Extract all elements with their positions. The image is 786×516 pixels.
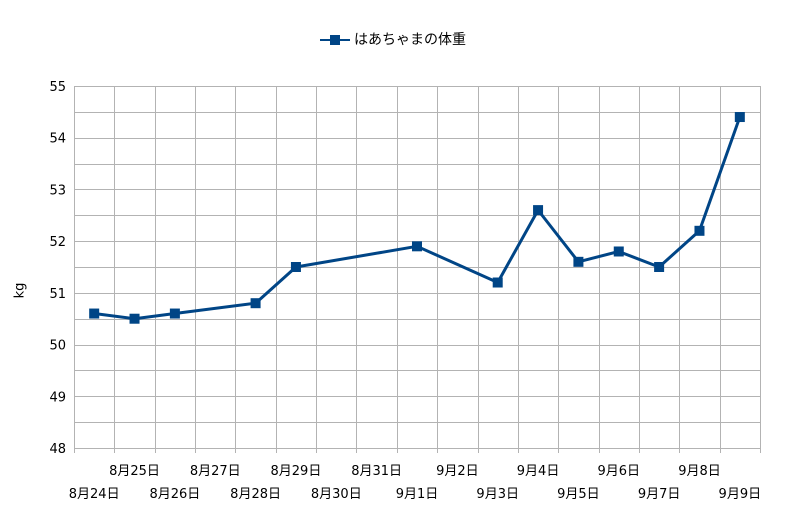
x-tick-label: 9月2日: [436, 464, 479, 479]
data-point: [89, 308, 100, 319]
series-line: [93, 116, 742, 321]
data-point: [694, 225, 705, 236]
x-tick-label: 9月5日: [557, 487, 600, 502]
data-point: [129, 313, 140, 324]
x-tick-label: 8月29日: [271, 464, 322, 479]
y-tick-label: 55: [49, 80, 66, 95]
x-tick-label: 9月9日: [719, 487, 762, 502]
chart-legend: はあちゃまの体重: [0, 30, 786, 52]
data-point: [492, 277, 503, 288]
x-tick-label: 8月26日: [149, 487, 200, 502]
legend-marker-icon: [320, 34, 350, 46]
data-point: [734, 112, 745, 123]
x-tick-label: 9月7日: [638, 487, 681, 502]
x-tick-label: 8月31日: [351, 464, 402, 479]
y-tick-label: 49: [49, 390, 66, 405]
data-point: [169, 308, 180, 319]
data-point: [412, 241, 422, 252]
x-tick-label: 8月27日: [190, 464, 241, 479]
data-point: [613, 246, 624, 257]
y-tick-label: 54: [49, 132, 66, 147]
x-tick-label: 8月30日: [311, 487, 362, 502]
x-tick-label: 8月28日: [230, 487, 281, 502]
x-tick-label: 8月25日: [109, 464, 160, 479]
y-tick-label: 50: [49, 339, 66, 354]
data-point: [654, 262, 665, 272]
data-point: [290, 262, 301, 272]
x-tick-label: 9月4日: [517, 464, 560, 479]
x-tick-label: 9月8日: [678, 464, 721, 479]
legend-label: はあちゃまの体重: [354, 32, 466, 48]
y-tick-label: 48: [49, 442, 66, 457]
data-point: [573, 256, 584, 267]
x-tick-label: 9月6日: [597, 464, 640, 479]
data-point: [533, 205, 544, 216]
legend-entry: はあちゃまの体重: [320, 30, 466, 50]
data-point: [250, 298, 261, 309]
x-tick-label: 9月1日: [396, 487, 439, 502]
y-tick-label: 53: [49, 183, 66, 198]
x-tick-label: 9月3日: [476, 487, 519, 502]
y-tick-label: 51: [49, 287, 66, 302]
y-tick-label: 52: [49, 235, 66, 250]
x-tick-label: 8月24日: [69, 487, 120, 502]
